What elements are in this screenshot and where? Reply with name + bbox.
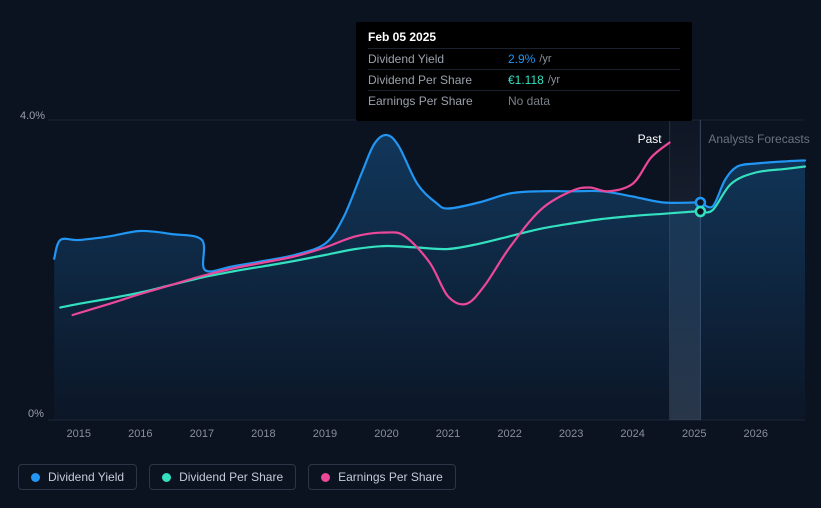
- dividend-chart: 4.0% 0% 2015 2016 2017 2018 2019 2020 2021 2022…: [0, 0, 821, 508]
- tooltip-row-value: 2.9%: [508, 52, 535, 66]
- tooltip-row-label: Earnings Per Share: [368, 94, 508, 108]
- x-tick: 2015: [67, 428, 91, 440]
- x-tick: 2019: [313, 428, 337, 440]
- tooltip-row: Dividend Per Share€1.118/yr: [368, 69, 680, 90]
- tooltip-row-unit: /yr: [548, 73, 560, 87]
- tooltip-row-value: €1.118: [508, 73, 544, 87]
- y-tick-max: 4.0%: [20, 110, 45, 122]
- x-tick: 2021: [436, 428, 460, 440]
- tooltip-row-label: Dividend Per Share: [368, 73, 508, 87]
- legend-dot-icon: [162, 473, 171, 482]
- tooltip-date: Feb 05 2025: [368, 30, 680, 48]
- x-tick: 2024: [620, 428, 644, 440]
- x-tick: 2017: [190, 428, 214, 440]
- x-tick: 2025: [682, 428, 706, 440]
- tooltip-row: Dividend Yield2.9% /yr: [368, 48, 680, 69]
- x-tick: 2023: [559, 428, 583, 440]
- x-tick: 2018: [251, 428, 275, 440]
- legend-item[interactable]: Dividend Per Share: [149, 464, 296, 490]
- legend-label: Dividend Per Share: [179, 470, 283, 484]
- legend-bar: Dividend Yield Dividend Per Share Earnings…: [18, 464, 456, 490]
- x-tick: 2016: [128, 428, 152, 440]
- legend-dot-icon: [321, 473, 330, 482]
- section-label-forecasts: Analysts Forecasts: [708, 132, 809, 146]
- hover-tooltip: Feb 05 2025 Dividend Yield2.9%/yrDividen…: [356, 22, 692, 121]
- legend-label: Earnings Per Share: [338, 470, 443, 484]
- x-tick: 2026: [744, 428, 768, 440]
- x-tick: 2022: [497, 428, 521, 440]
- x-tick: 2020: [374, 428, 398, 440]
- legend-item[interactable]: Earnings Per Share: [308, 464, 456, 490]
- y-tick-min: 0%: [28, 408, 44, 420]
- legend-dot-icon: [31, 473, 40, 482]
- section-label-past: Past: [638, 132, 662, 146]
- tooltip-row: Earnings Per ShareNo data: [368, 90, 680, 111]
- tooltip-row-unit: /yr: [539, 52, 551, 66]
- tooltip-row-label: Dividend Yield: [368, 52, 508, 66]
- legend-item[interactable]: Dividend Yield: [18, 464, 137, 490]
- tooltip-row-value: No data: [508, 94, 550, 108]
- legend-label: Dividend Yield: [48, 470, 124, 484]
